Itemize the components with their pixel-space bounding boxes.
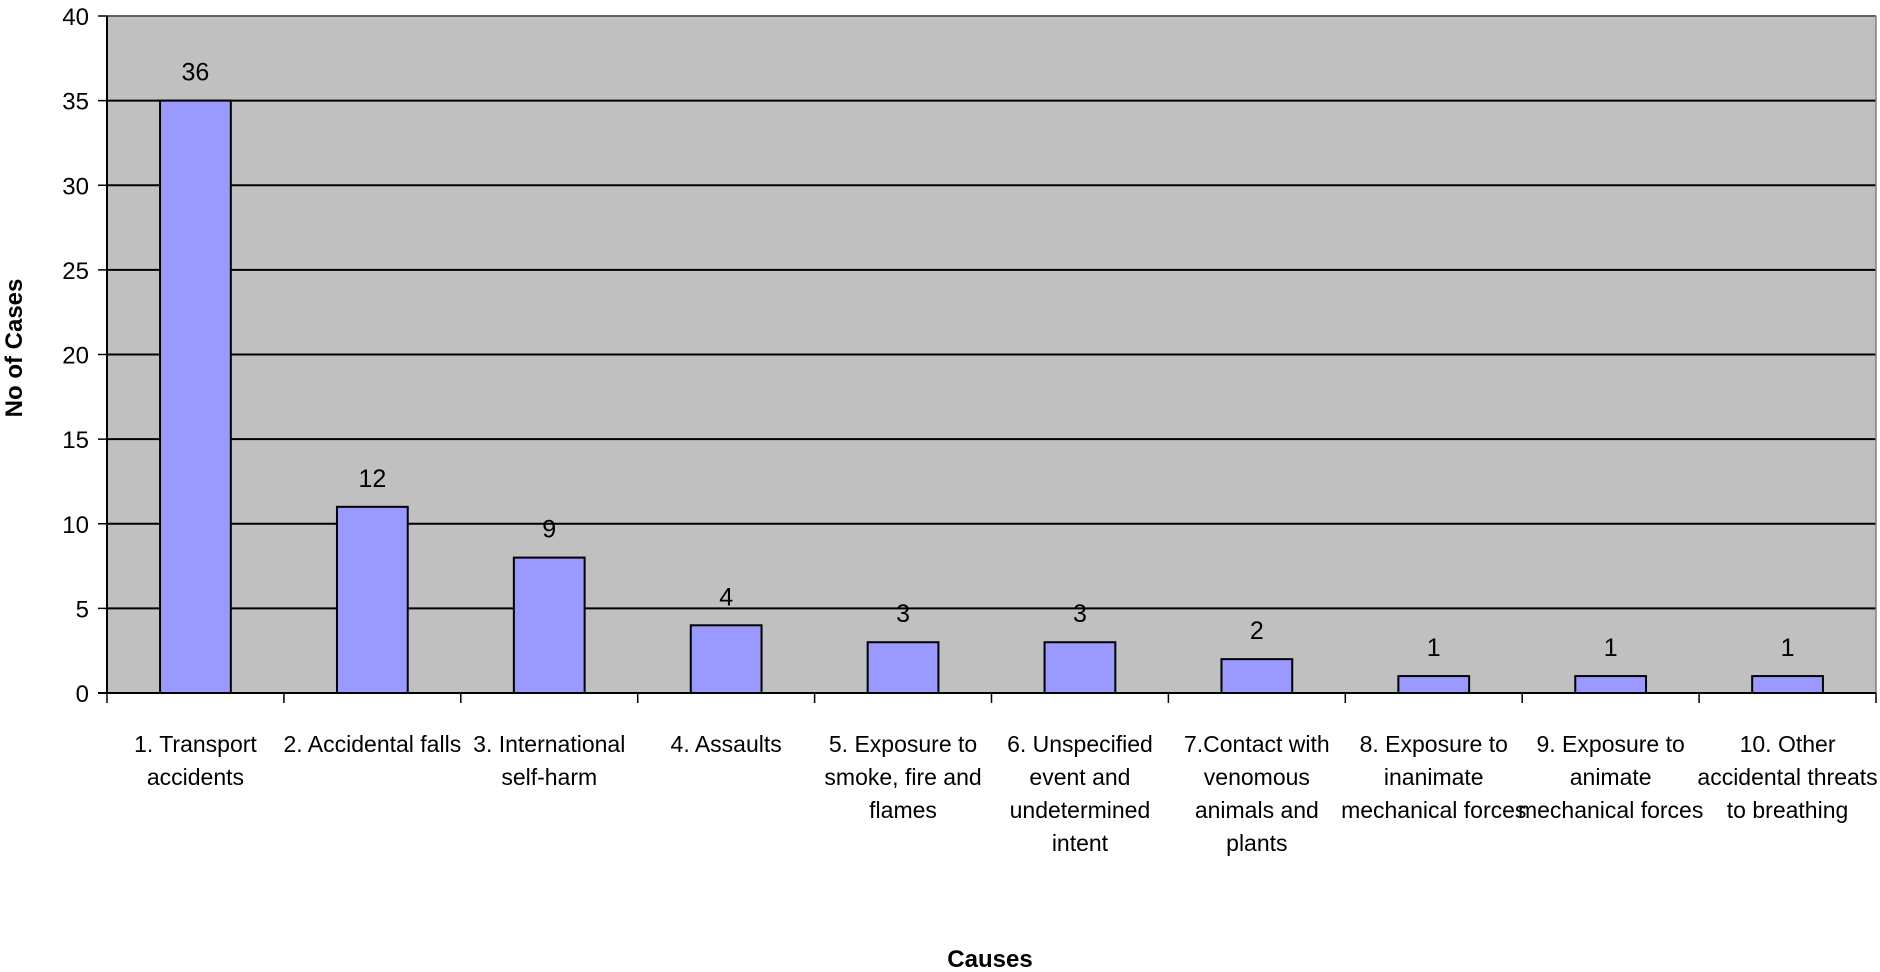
x-category-label-line: animate: [1570, 764, 1652, 790]
axes: [98, 15, 1877, 703]
bar: [1751, 675, 1824, 695]
data-label: 36: [182, 59, 210, 87]
bar: [335, 505, 409, 695]
x-category-label: 2. Accidental falls: [283, 731, 461, 757]
data-label: 1: [1427, 634, 1441, 662]
x-category-label-line: 9. Exposure to: [1536, 731, 1684, 757]
x-category-label-line: plants: [1226, 830, 1287, 856]
bar: [1220, 658, 1294, 695]
x-axis-title: Causes: [947, 946, 1032, 972]
x-category-label: 7.Contact with venomous animals and plants: [1184, 731, 1330, 856]
data-label: 4: [719, 583, 733, 611]
x-category-label-line: intent: [1052, 830, 1109, 856]
bar: [1397, 675, 1471, 695]
bar: [689, 624, 763, 694]
x-category-label-line: 6. Unspecified: [1007, 731, 1153, 757]
data-label: 12: [358, 465, 386, 493]
data-label: 3: [896, 600, 910, 628]
x-category-label: 10. Other accidental threats to breathing: [1697, 731, 1877, 823]
data-label: 1: [1604, 634, 1618, 662]
y-tick-labels: 0 5 10 15 20 25 30 35 40: [62, 4, 89, 708]
x-category-labels: 1. Transport accidents 2. Accidental falls…: [134, 731, 1878, 856]
x-category-label-line: flames: [869, 797, 937, 823]
x-category-label-line: self-harm: [501, 764, 597, 790]
bars: [159, 99, 1824, 695]
bar: [512, 556, 586, 694]
x-category-label-line: accidental threats: [1697, 764, 1877, 790]
x-category-label: 9. Exposure to animate mechanical forces: [1518, 731, 1703, 823]
y-tick-label: 20: [62, 343, 89, 370]
x-category-label-line: accidents: [147, 764, 244, 790]
data-labels: 36 12 9 4 3 3 2 1 1 1: [182, 59, 1795, 662]
y-tick-label: 40: [62, 4, 89, 31]
x-category-label-line: smoke, fire and: [824, 764, 981, 790]
x-category-label-line: event and: [1029, 764, 1130, 790]
x-category-label-line: mechanical forces: [1518, 797, 1703, 823]
x-category-label-line: 3. International: [473, 731, 625, 757]
y-tick-label: 10: [62, 512, 89, 539]
bar: [866, 641, 940, 694]
x-category-label-line: to breathing: [1727, 797, 1848, 823]
x-category-label: 3. International self-harm: [473, 731, 625, 790]
x-category-label-line: animals and: [1195, 797, 1319, 823]
bar: [1574, 675, 1648, 695]
y-tick-label: 30: [62, 173, 89, 200]
y-tick-label: 25: [62, 258, 89, 285]
y-tick-label: 35: [62, 89, 89, 116]
x-category-label: 5. Exposure to smoke, fire and flames: [824, 731, 981, 823]
x-category-label-line: undetermined: [1010, 797, 1151, 823]
x-category-label-line: 7.Contact with: [1184, 731, 1330, 757]
x-category-label-line: 10. Other: [1740, 731, 1836, 757]
x-category-label: 8. Exposure to inanimate mechanical forces: [1341, 731, 1526, 823]
x-category-label-line: 5. Exposure to: [829, 731, 977, 757]
x-category-label-line: 1. Transport: [134, 731, 257, 757]
bar: [1043, 641, 1117, 694]
x-category-label: 6. Unspecified event and undetermined inten…: [1007, 731, 1153, 856]
y-tick-label: 5: [76, 596, 89, 623]
y-tick-label: 15: [62, 427, 89, 454]
bar: [159, 99, 232, 694]
x-category-label-line: mechanical forces: [1341, 797, 1526, 823]
x-category-label-line: 4. Assaults: [671, 731, 782, 757]
y-axis-title: No of Cases: [1, 279, 28, 418]
x-category-label-line: venomous: [1204, 764, 1310, 790]
x-category-label-line: inanimate: [1384, 764, 1484, 790]
x-category-label-line: 8. Exposure to: [1360, 731, 1508, 757]
data-label: 1: [1781, 634, 1795, 662]
x-category-label: 4. Assaults: [671, 731, 782, 757]
y-tick-label: 0: [76, 681, 89, 708]
x-category-label: 1. Transport accidents: [134, 731, 257, 790]
data-label: 2: [1250, 617, 1264, 645]
x-category-label-line: 2. Accidental falls: [283, 731, 461, 757]
data-label: 3: [1073, 600, 1087, 628]
data-label: 9: [542, 516, 556, 544]
